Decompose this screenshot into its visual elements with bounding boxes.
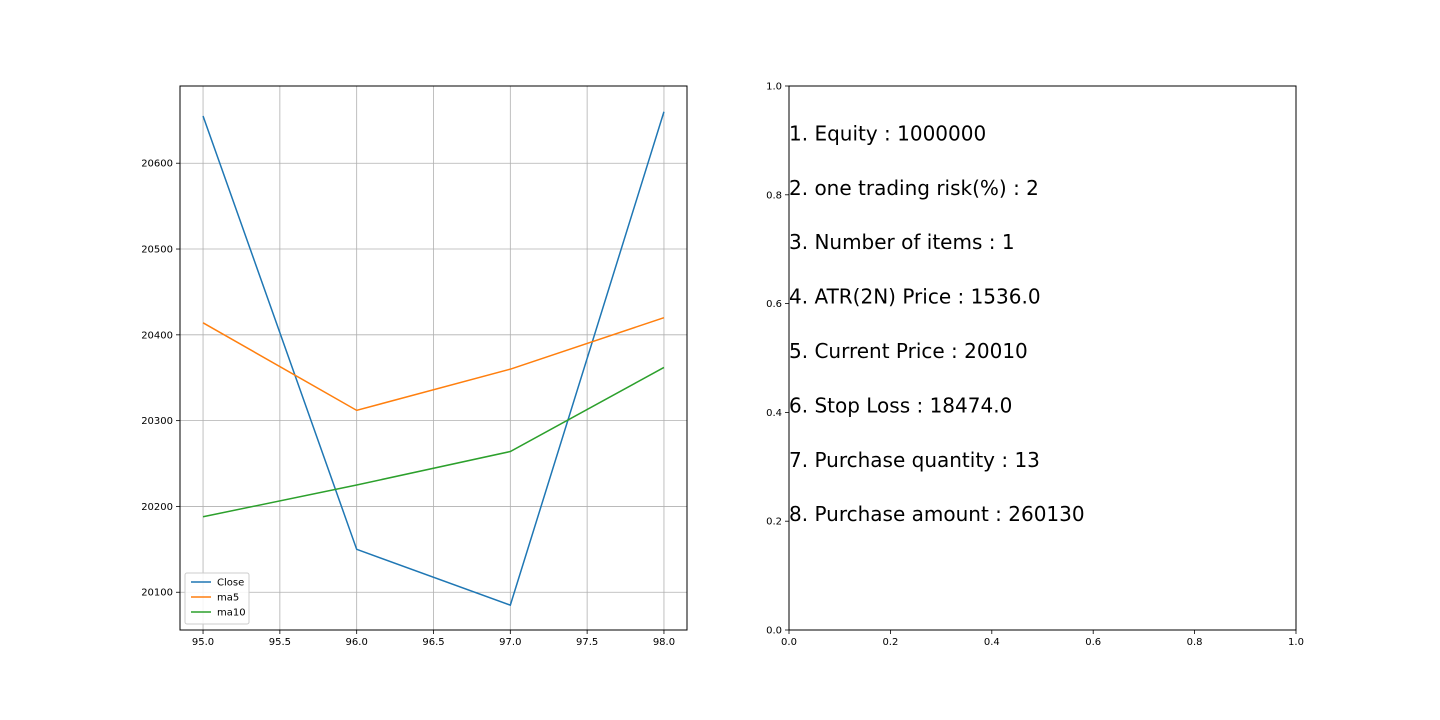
y-tick-label: 20400 — [141, 330, 173, 341]
x-tick-label: 98.0 — [653, 637, 675, 648]
series-lines — [202, 111, 665, 607]
y-tick-label: 0.8 — [766, 190, 782, 201]
x-axis-ticks: 0.0 0.2 0.4 0.6 0.8 1.0 — [781, 630, 1304, 648]
x-tick-label: 97.5 — [576, 637, 598, 648]
y-tick-label: 0.2 — [766, 517, 782, 528]
y-tick-label: 0.4 — [766, 408, 782, 419]
y-tick-label: 20200 — [141, 502, 173, 513]
grid-lines — [180, 86, 687, 630]
y-tick-label: 0.0 — [766, 626, 782, 637]
info-line-7: 7. Purchase quantity : 13 — [789, 448, 1040, 472]
info-line-4: 4. ATR(2N) Price : 1536.0 — [789, 285, 1041, 309]
legend: Close ma5 ma10 — [184, 572, 250, 625]
y-tick-label: 20100 — [141, 588, 173, 599]
info-line-5: 5. Current Price : 20010 — [789, 339, 1028, 363]
series-line-ma10 — [202, 366, 665, 518]
x-tick-label: 0.4 — [984, 637, 1000, 648]
y-tick-label: 1.0 — [766, 82, 782, 93]
x-tick-label: 95.0 — [192, 637, 214, 648]
y-tick-label: 20600 — [141, 159, 173, 170]
price-chart: 95.0 95.5 96.0 96.5 97.0 97.5 98.0 20100202002… — [141, 85, 688, 648]
x-tick-label: 96.0 — [346, 637, 368, 648]
plot-frame — [788, 85, 1297, 631]
y-axis-ticks: 20100 20200 20300 20400 20500 20600 — [141, 159, 180, 599]
x-tick-label: 95.5 — [269, 637, 291, 648]
series-line-close — [202, 111, 665, 607]
x-tick-label: 97.0 — [499, 637, 521, 648]
x-tick-label: 0.0 — [781, 637, 797, 648]
info-line-6: 6. Stop Loss : 18474.0 — [789, 393, 1012, 417]
x-tick-label: 0.6 — [1085, 637, 1101, 648]
info-line-1: 1. Equity : 1000000 — [789, 121, 986, 145]
y-axis-ticks: 0.0 0.2 0.4 0.6 0.8 1.0 — [766, 82, 789, 637]
info-line-3: 3. Number of items : 1 — [789, 230, 1015, 254]
y-tick-label: 20300 — [141, 416, 173, 427]
legend-label-ma10: ma10 — [217, 608, 246, 619]
x-tick-label: 1.0 — [1288, 637, 1304, 648]
info-lines: 1. Equity : 1000000 2. one trading risk(%… — [789, 121, 1085, 526]
y-tick-label: 0.6 — [766, 299, 782, 310]
x-tick-label: 96.5 — [422, 637, 444, 648]
info-line-8: 8. Purchase amount : 260130 — [789, 502, 1085, 526]
legend-label-ma5: ma5 — [217, 593, 239, 604]
y-tick-label: 20500 — [141, 245, 173, 256]
info-panel: 0.0 0.2 0.4 0.6 0.8 1.0 0.0 0.2 0.4 0.6 0.8 1.0 1.… — [766, 82, 1304, 649]
x-axis-ticks: 95.0 95.5 96.0 96.5 97.0 97.5 98.0 — [192, 630, 675, 648]
x-tick-label: 0.2 — [882, 637, 898, 648]
info-line-2: 2. one trading risk(%) : 2 — [789, 176, 1039, 200]
series-line-ma5 — [202, 316, 665, 412]
legend-label-close: Close — [217, 578, 244, 589]
x-tick-label: 0.8 — [1187, 637, 1203, 648]
